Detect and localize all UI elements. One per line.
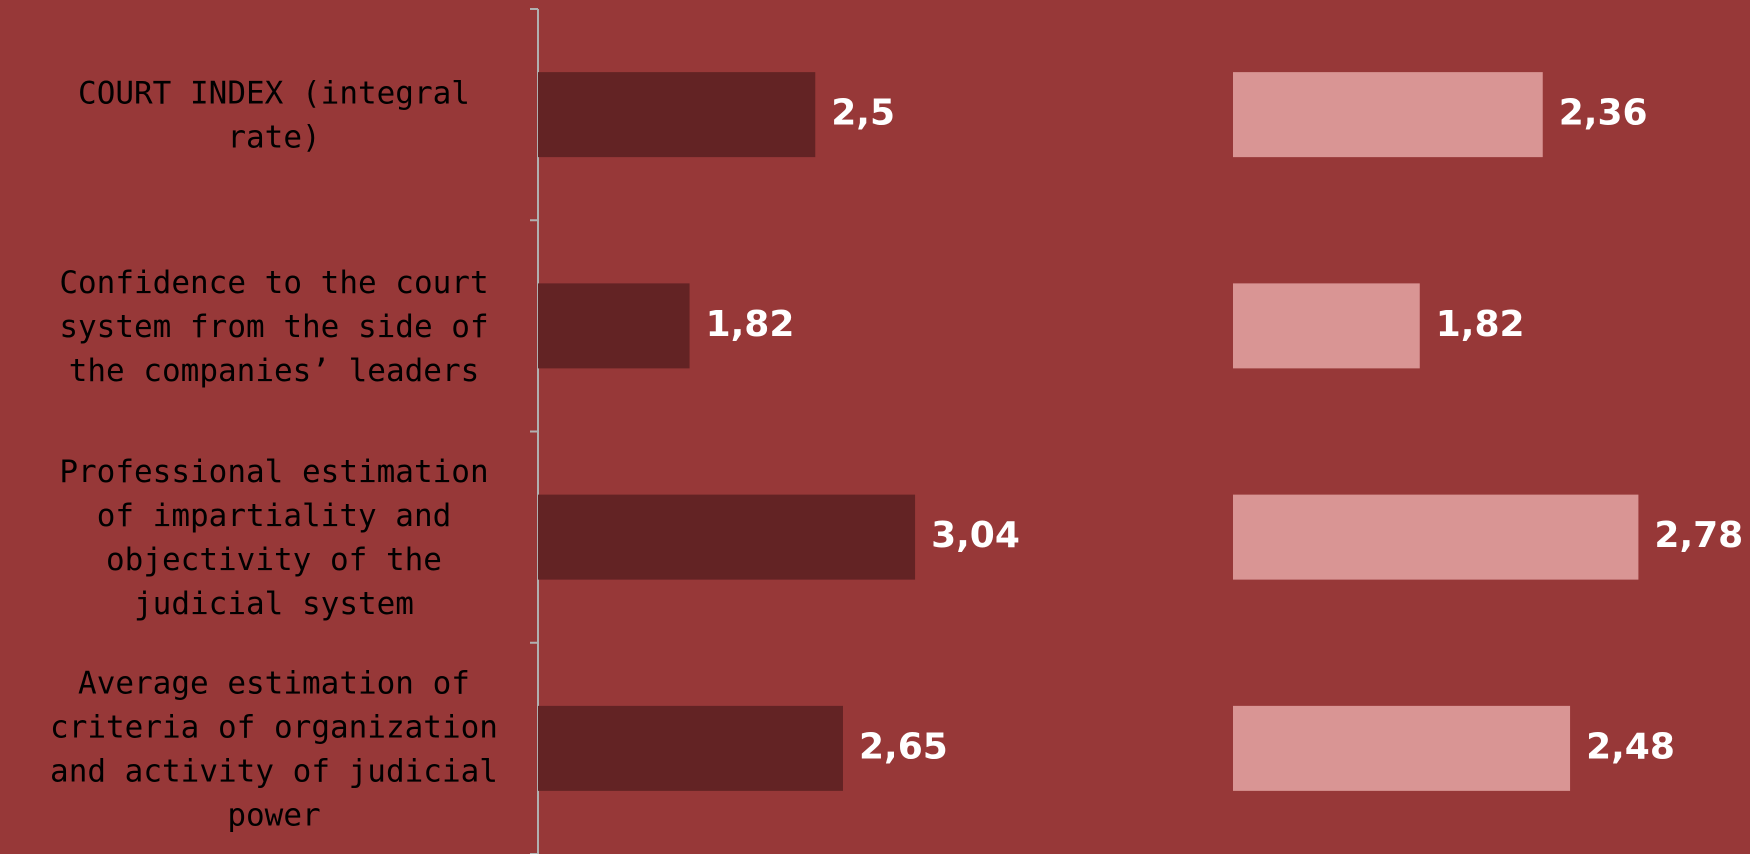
category-label: Confidence to the court system from the s… — [59, 265, 488, 389]
data-label: 2,65 — [859, 726, 948, 767]
data-label: 1,82 — [706, 304, 795, 345]
category-label-line: system from the side of — [59, 309, 488, 345]
category-label-line: the companies’ leaders — [69, 353, 480, 389]
data-label: 2,78 — [1654, 515, 1743, 556]
bar — [1233, 705, 1571, 791]
category-label-line: COURT INDEX (integral — [78, 76, 470, 112]
bar — [538, 705, 843, 791]
bar — [1233, 494, 1639, 580]
data-label: 2,5 — [831, 93, 895, 134]
category-label-line: objectivity of the — [106, 542, 442, 578]
category-label-line: of impartiality and — [97, 498, 452, 534]
data-label: 2,36 — [1559, 93, 1648, 134]
category-label-line: and activity of judicial — [50, 753, 498, 789]
bar — [538, 494, 916, 580]
category-label-line: Average estimation of — [78, 665, 470, 701]
category-label: Professional estimation of impartiality a… — [59, 454, 488, 622]
data-label: 1,82 — [1436, 304, 1525, 345]
category-label: COURT INDEX (integral rate) — [78, 76, 470, 156]
category-label-line: rate) — [227, 120, 320, 156]
bar — [538, 72, 816, 158]
category-label-line: power — [227, 797, 320, 833]
category-label-line: criteria of organization — [50, 709, 498, 745]
category-label-line: Professional estimation — [59, 454, 488, 490]
data-label: 2,48 — [1586, 726, 1675, 767]
data-label: 3,04 — [931, 515, 1020, 556]
bar — [1233, 283, 1420, 369]
bar — [1233, 72, 1543, 158]
category-label-line: Confidence to the court — [59, 265, 488, 301]
bar — [538, 283, 690, 369]
category-label-line: judicial system — [134, 586, 414, 622]
category-label: Average estimation of criteria of organiz… — [50, 665, 498, 833]
